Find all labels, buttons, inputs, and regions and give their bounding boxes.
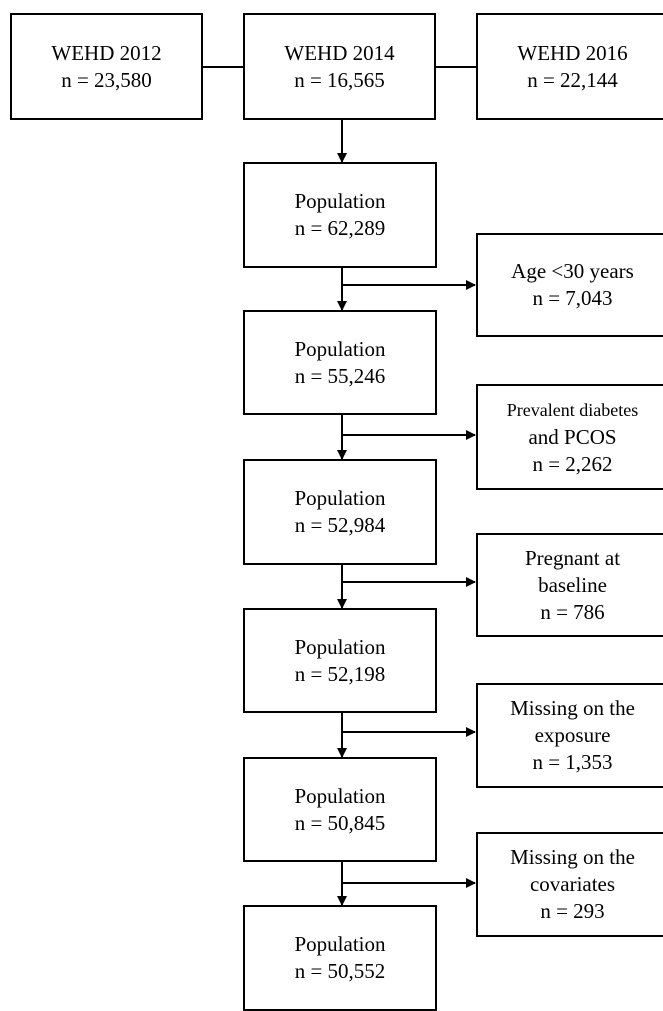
population-title: Population	[294, 783, 386, 808]
exclusion-box-missing-exposure: Missing on the exposure n = 1,353	[476, 683, 663, 788]
exclusion-count: n = 1,353	[532, 750, 613, 774]
source-box-wehd-2014: WEHD 2014 n = 16,565	[243, 13, 436, 120]
population-count: n = 52,984	[294, 513, 386, 537]
population-box-3: Population n = 52,984	[243, 459, 437, 565]
population-box-6: Population n = 50,552	[243, 905, 437, 1011]
exclusion-count: n = 2,262	[532, 451, 613, 476]
population-count: n = 50,845	[294, 810, 386, 835]
source-count: n = 23,580	[61, 67, 152, 92]
population-box-2: Population n = 55,246	[243, 310, 437, 415]
exclusion-count: n = 293	[540, 899, 605, 923]
exclusion-line: baseline	[538, 572, 607, 597]
exclusion-line: Prevalent diabetes	[506, 399, 639, 420]
exclusion-line: Age <30 years	[511, 259, 634, 283]
source-count: n = 22,144	[527, 67, 618, 92]
exclusion-box-age: Age <30 years n = 7,043	[476, 233, 663, 337]
exclusion-box-pregnant: Pregnant at baseline n = 786	[476, 533, 663, 637]
population-title: Population	[294, 634, 386, 659]
population-count: n = 55,246	[294, 363, 386, 388]
population-title: Population	[294, 336, 386, 361]
exclusion-box-diabetes-pcos: Prevalent diabetes and PCOS n = 2,262	[476, 384, 663, 490]
source-title: WEHD 2016	[517, 40, 628, 65]
exclusion-count: n = 786	[540, 599, 605, 624]
exclusion-line: covariates	[529, 872, 616, 896]
exclusion-count: n = 7,043	[532, 286, 613, 310]
population-title: Population	[294, 932, 386, 956]
population-box-1: Population n = 62,289	[243, 162, 437, 268]
source-title: WEHD 2014	[284, 40, 395, 65]
population-count: n = 52,198	[294, 661, 386, 686]
exclusion-line: exposure	[534, 723, 611, 747]
source-title: WEHD 2012	[51, 40, 162, 65]
exclusion-line: and PCOS	[528, 424, 617, 449]
source-box-wehd-2016: WEHD 2016 n = 22,144	[476, 13, 663, 120]
population-title: Population	[294, 486, 386, 510]
source-count: n = 16,565	[294, 67, 385, 92]
exclusion-line: Missing on the	[510, 696, 635, 720]
exclusion-box-missing-covariates: Missing on the covariates n = 293	[476, 832, 663, 937]
population-count: n = 50,552	[294, 959, 386, 983]
exclusion-line: Missing on the	[510, 845, 635, 869]
population-box-4: Population n = 52,198	[243, 608, 437, 713]
population-box-5: Population n = 50,845	[243, 757, 437, 862]
population-title: Population	[294, 189, 386, 213]
source-box-wehd-2012: WEHD 2012 n = 23,580	[10, 13, 203, 120]
exclusion-line: Pregnant at	[524, 545, 621, 570]
population-count: n = 62,289	[294, 216, 386, 240]
